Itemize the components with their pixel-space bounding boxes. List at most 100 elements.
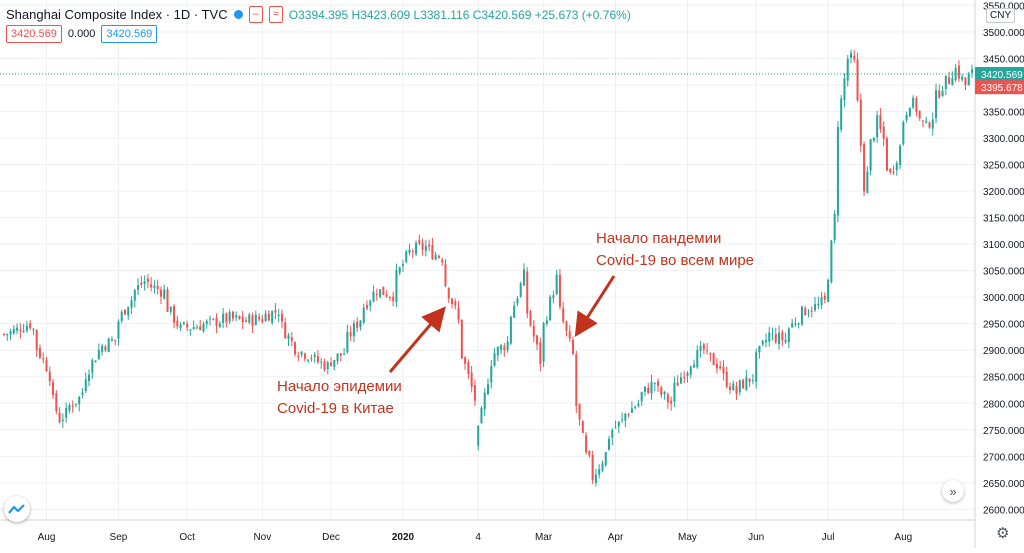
candle-body [137, 285, 140, 290]
ohlc-values: O3394.395 H3423.609 L3381.116 C3420.569 … [288, 7, 631, 22]
y-tick-label: 3300.000 [983, 134, 1024, 145]
candle-body [310, 358, 313, 360]
candle-body [104, 346, 107, 351]
candle-body [22, 331, 25, 333]
candle-body [647, 387, 650, 394]
candle-body [153, 285, 156, 288]
candle-body [506, 341, 509, 351]
candle-body [143, 281, 146, 284]
candle-body [464, 357, 467, 364]
candle-body [434, 254, 437, 260]
candle-body [330, 362, 333, 366]
candle-body [601, 463, 604, 471]
candle-body [225, 313, 228, 323]
gear-icon[interactable]: ⚙ [996, 525, 1010, 542]
candle-body [107, 338, 110, 353]
candle-body [758, 345, 761, 353]
candle-body [444, 264, 447, 287]
candle-body [16, 327, 19, 331]
candle-body [840, 98, 843, 130]
candle-body [791, 323, 794, 328]
candle-body [621, 419, 624, 421]
candle-body [568, 331, 571, 339]
candle-body [581, 421, 584, 433]
currency-label[interactable]: CNY [986, 8, 1016, 23]
x-tick-label: Aug [38, 532, 56, 543]
tradingview-logo-icon[interactable] [4, 496, 30, 522]
candle-body [751, 379, 754, 381]
candle-body [120, 311, 123, 321]
candle-body [856, 59, 859, 101]
y-tick-label: 3500.000 [983, 28, 1024, 39]
candle-body [696, 350, 699, 368]
candle-body [650, 381, 653, 394]
candle-body [774, 333, 777, 343]
candle-body [778, 332, 781, 344]
candle-body [307, 359, 310, 361]
scroll-to-realtime-icon[interactable]: » [942, 480, 964, 502]
candle-body [670, 400, 673, 404]
x-tick-label: Apr [608, 532, 624, 543]
prev-close-label: 3395.678 [981, 83, 1023, 94]
candle-body [735, 386, 738, 394]
candle-body [761, 340, 764, 345]
y-tick-label: 2750.000 [983, 426, 1024, 437]
candle-body [807, 313, 810, 315]
candle-body [267, 313, 270, 321]
candle-body [173, 305, 176, 323]
candle-body [74, 403, 77, 405]
x-tick-label: Oct [179, 532, 195, 543]
candle-body [738, 380, 741, 393]
candle-body [244, 320, 248, 322]
compare-icon[interactable]: ≈ [268, 6, 283, 23]
prev-close-tag [975, 80, 1024, 95]
candle-body [637, 403, 640, 407]
candle-body [585, 435, 588, 453]
candle-body [356, 321, 359, 328]
candle-body [182, 322, 185, 325]
candle-body [944, 75, 947, 89]
value-box-3: 3420.569 [101, 25, 158, 43]
candle-body [513, 305, 516, 318]
candle-body [411, 250, 414, 252]
candle-body [797, 323, 800, 325]
x-tick-label: Mar [535, 532, 553, 543]
candle-body [336, 353, 339, 361]
candle-body [542, 323, 545, 362]
candle-body [431, 245, 434, 260]
candle-body [715, 363, 718, 369]
candle-body [110, 339, 113, 341]
hide-icon[interactable]: – [248, 6, 263, 23]
candle-body [483, 392, 486, 410]
candle-body [706, 350, 709, 352]
candle-body [849, 53, 853, 58]
x-tick-label: 4 [475, 532, 481, 543]
candle-body [970, 69, 974, 73]
annotation-world: Начало пандемии Covid-19 во всем мире [596, 228, 754, 272]
last-price-tag [975, 66, 1024, 81]
candle-body [683, 376, 686, 379]
y-tick-label: 3000.000 [983, 293, 1024, 304]
candle-body [303, 353, 306, 360]
candle-body [437, 256, 440, 258]
y-tick-label: 3350.000 [983, 107, 1024, 118]
candle-body [866, 171, 869, 194]
candle-body [814, 304, 817, 311]
candle-body [97, 349, 100, 359]
candle-body [902, 121, 905, 144]
x-tick-label: Nov [253, 532, 271, 543]
value-box-1: 3420.569 [6, 25, 62, 43]
y-tick-label: 2800.000 [983, 399, 1024, 410]
candle-body [604, 452, 607, 466]
candle-body [297, 355, 300, 358]
candle-body [287, 335, 290, 339]
candle-body [29, 323, 32, 329]
candle-body [405, 251, 408, 263]
candle-body [52, 382, 55, 396]
candle-body [55, 393, 58, 412]
symbol-title[interactable]: Shanghai Composite Index · 1D · TVC [6, 7, 228, 22]
candle-body [784, 339, 787, 343]
candle-body [25, 325, 28, 331]
